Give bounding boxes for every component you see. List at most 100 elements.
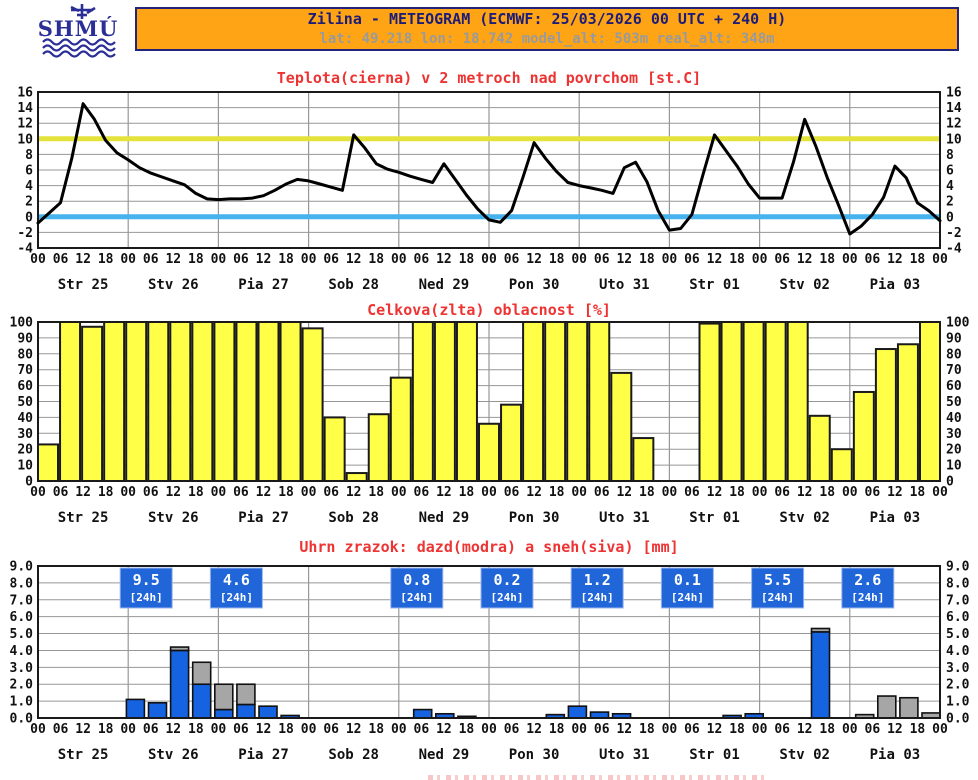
hour-tick-label: 12 [256,722,272,737]
y-tick-label: 3.0 [946,661,970,676]
hour-tick-label: 06 [53,485,69,500]
y-tick-label: 7.0 [946,593,970,608]
day-label: Str 01 [689,747,740,763]
y-tick-label: 10 [946,459,962,474]
hour-tick-label: 06 [143,485,159,500]
day-label: Ned 29 [419,747,470,763]
hour-tick-label: 00 [30,252,46,267]
day-label: Stv 26 [148,277,199,293]
cloud-bar [632,437,655,483]
hour-tick-label: 12 [616,722,632,737]
y-tick-label: 4.0 [10,644,34,659]
hour-tick-label: 12 [797,722,813,737]
cloud-bar [389,376,412,482]
hour-tick-label: 12 [436,485,452,500]
day-label: Pia 03 [870,747,921,763]
hour-tick-label: 06 [143,252,159,267]
day-label: Pia 27 [238,747,289,763]
cloud-bar [411,321,434,482]
hour-tick-label: 18 [459,485,475,500]
rain-bar [258,705,278,719]
cloud-bar [896,343,919,483]
cloud-bar [147,321,170,482]
cloud-bar [698,322,721,482]
box-period-label: [24h] [400,591,433,604]
hour-tick-label: 12 [256,252,272,267]
hour-tick-label: 00 [301,485,317,500]
box-period-label: [24h] [581,591,614,604]
hour-tick-label: 18 [729,485,745,500]
y-tick-label: 8 [946,148,954,163]
hour-tick-label: 18 [639,252,655,267]
hour-tick-label: 00 [571,722,587,737]
day-label: Uto 31 [599,510,650,526]
hour-tick-label: 00 [120,252,136,267]
cloud-bar [301,327,324,482]
cloud-bar [764,321,787,482]
hour-tick-label: 18 [910,252,926,267]
logo-waves-icon [42,38,116,58]
cloud-bar [59,321,82,482]
y-tick-label: 1.0 [946,695,970,710]
hour-tick-label: 06 [774,252,790,267]
snow-bar [876,695,897,719]
hour-tick-label: 00 [481,722,497,737]
y-tick-label: 90 [17,331,33,346]
hour-tick-label: 12 [75,722,91,737]
cloud-bar [191,321,214,482]
hour-tick-label: 18 [98,252,114,267]
hour-tick-label: 06 [504,252,520,267]
rain-bar [169,649,190,719]
y-tick-label: 16 [17,86,33,101]
y-tick-label: 14 [17,101,33,116]
precipitation-plot: 0.0 0.0 1.0 1.0 2.0 2.0 3.0 3.0 4.0 4.0 5.0 5.0 6.0 6… [10,560,970,764]
box-period-label: [24h] [130,591,163,604]
hour-tick-label: 06 [414,722,430,737]
cloud-bar [213,321,236,482]
hour-tick-label: 06 [233,722,249,737]
hour-tick-label: 00 [481,252,497,267]
weather-vane-icon [70,4,96,19]
hour-tick-label: 18 [729,722,745,737]
day-label: Pon 30 [509,510,560,526]
rain-bar [810,631,831,719]
box-value: 5.5 [764,571,791,589]
hour-tick-label: 00 [481,485,497,500]
y-tick-label: 20 [946,443,962,458]
y-tick-label: 14 [946,101,962,116]
cloud-bar [522,321,545,482]
hour-tick-label: 06 [323,252,339,267]
day-label: Pia 03 [870,510,921,526]
y-tick-label: 8.0 [946,576,970,591]
day-label: Sob 28 [328,747,379,763]
hour-tick-label: 18 [188,252,204,267]
hour-tick-label: 12 [707,252,723,267]
y-tick-label: 9.0 [946,560,970,575]
y-tick-label: 6 [25,164,33,179]
y-tick-label: 8.0 [10,576,34,591]
y-tick-label: 30 [946,427,962,442]
hour-tick-label: 00 [842,252,858,267]
hour-tick-label: 00 [391,485,407,500]
y-tick-label: 80 [17,347,33,362]
hour-tick-label: 12 [75,252,91,267]
hour-tick-label: 18 [368,485,384,500]
hour-tick-label: 06 [594,485,610,500]
box-value: 4.6 [223,571,250,589]
precipitation-chart-title: Uhrn zrazok: dazd(modra) a sneh(siva) [m… [299,538,679,556]
hour-tick-label: 12 [526,485,542,500]
hour-tick-label: 06 [684,485,700,500]
y-tick-label: 60 [946,379,962,394]
hour-tick-label: 12 [165,722,181,737]
hour-tick-label: 18 [819,722,835,737]
cloud-bar [852,390,875,482]
hour-tick-label: 18 [819,252,835,267]
cloud-bar [235,321,258,482]
hour-tick-label: 12 [346,252,362,267]
rain-24h-total-box: 9.5 [24h] [119,567,173,609]
day-label: Stv 02 [779,277,830,293]
shmu-logo: SHMÚ [38,4,117,58]
day-label: Str 25 [58,747,109,763]
hour-tick-label: 00 [211,252,227,267]
